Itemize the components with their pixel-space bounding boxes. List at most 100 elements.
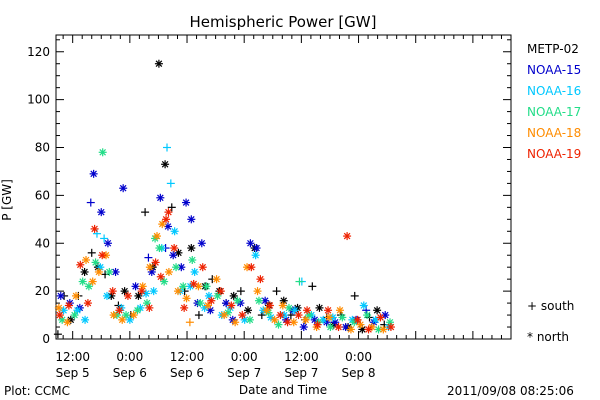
data-point xyxy=(359,301,368,310)
data-point xyxy=(170,227,179,236)
data-point xyxy=(350,291,359,300)
data-point xyxy=(198,263,207,272)
data-point xyxy=(295,277,304,286)
data-point xyxy=(169,251,178,260)
data-point xyxy=(80,267,89,276)
data-point xyxy=(72,291,81,300)
data-point xyxy=(158,220,167,229)
data-point xyxy=(334,323,343,332)
data-point xyxy=(81,315,90,324)
data-point xyxy=(166,179,175,188)
legend-item-noaa-16: NOAA-16 xyxy=(527,84,582,98)
x-tick-date-label: Sep 7 xyxy=(284,366,318,380)
data-point xyxy=(376,313,385,322)
data-point xyxy=(386,323,395,332)
data-point xyxy=(144,253,153,262)
data-point xyxy=(203,301,212,310)
data-point xyxy=(119,184,128,193)
data-point xyxy=(54,303,63,312)
x-tick-date-label: Sep 5 xyxy=(56,366,90,380)
plot-timestamp: 2011/09/08 08:25:06 xyxy=(447,384,574,398)
data-point xyxy=(141,208,150,217)
data-point xyxy=(187,244,196,253)
data-point xyxy=(343,232,352,241)
data-point xyxy=(89,169,98,178)
data-point xyxy=(227,301,236,310)
data-point xyxy=(294,311,303,320)
plot-frame xyxy=(55,34,512,340)
data-point xyxy=(231,318,240,327)
data-point xyxy=(105,267,114,276)
x-tick-time-label: 12:00 xyxy=(55,350,90,364)
legend-item-noaa-18: NOAA-18 xyxy=(527,126,582,140)
data-point xyxy=(134,291,143,300)
data-point xyxy=(162,215,171,224)
data-point xyxy=(325,313,333,322)
data-point xyxy=(86,198,95,207)
data-point xyxy=(151,258,160,267)
x-tick-time-label: 0:00 xyxy=(116,350,143,364)
data-point xyxy=(123,291,132,300)
data-point xyxy=(149,287,158,296)
data-point xyxy=(84,282,93,291)
data-point xyxy=(254,296,263,305)
y-tick-label: 0 xyxy=(42,332,50,346)
data-point xyxy=(236,287,245,296)
x-tick-time-label: 12:00 xyxy=(284,350,319,364)
data-point xyxy=(155,244,164,253)
y-axis: 0 20 40 60 80 100 120 xyxy=(27,39,511,346)
legend-item-metp-02: METP-02 xyxy=(527,42,579,56)
data-point xyxy=(153,232,162,241)
x-tick-date-label: Sep 7 xyxy=(227,366,261,380)
legend-item-noaa-19: NOAA-19 xyxy=(527,147,582,161)
data-point xyxy=(82,256,91,265)
x-tick-time-label: 0:00 xyxy=(345,350,372,364)
data-point xyxy=(78,277,87,286)
data-points xyxy=(53,59,395,339)
data-point xyxy=(182,198,191,207)
data-point xyxy=(120,287,129,296)
data-point xyxy=(326,323,335,332)
data-point xyxy=(63,318,72,327)
data-point xyxy=(187,215,196,224)
data-point xyxy=(276,311,285,320)
x-axis-label: Date and Time xyxy=(239,383,327,397)
data-point xyxy=(137,287,146,296)
chart-title: Hemispheric Power [GW] xyxy=(190,13,377,31)
data-point xyxy=(335,306,344,315)
data-point xyxy=(251,251,260,260)
data-point xyxy=(262,306,271,315)
y-tick-label: 120 xyxy=(27,45,50,59)
x-tick-date-label: Sep 6 xyxy=(113,366,147,380)
data-point xyxy=(197,239,206,248)
data-point xyxy=(115,306,124,315)
y-tick-label: 100 xyxy=(27,93,50,107)
data-point xyxy=(182,294,191,303)
data-point xyxy=(160,277,169,286)
data-point xyxy=(278,301,287,310)
data-point xyxy=(189,279,198,288)
data-point xyxy=(131,282,140,291)
data-point xyxy=(324,306,333,315)
legend-item-noaa-17: NOAA-17 xyxy=(527,105,582,119)
data-point xyxy=(179,282,188,291)
data-point xyxy=(212,275,221,284)
data-point xyxy=(170,244,179,253)
data-point xyxy=(56,291,65,300)
data-point xyxy=(308,282,317,291)
data-point xyxy=(98,251,107,260)
data-point xyxy=(70,311,79,320)
data-point xyxy=(247,263,256,272)
data-point xyxy=(283,318,292,327)
y-tick-label: 40 xyxy=(35,236,50,250)
data-point xyxy=(379,325,388,334)
data-point xyxy=(190,267,199,276)
data-point xyxy=(177,263,186,272)
x-tick-time-label: 0:00 xyxy=(231,350,258,364)
data-point xyxy=(207,296,216,305)
data-point xyxy=(244,306,253,315)
data-point xyxy=(194,311,203,320)
data-point xyxy=(87,248,96,257)
data-point xyxy=(64,301,73,310)
data-point xyxy=(154,59,163,68)
